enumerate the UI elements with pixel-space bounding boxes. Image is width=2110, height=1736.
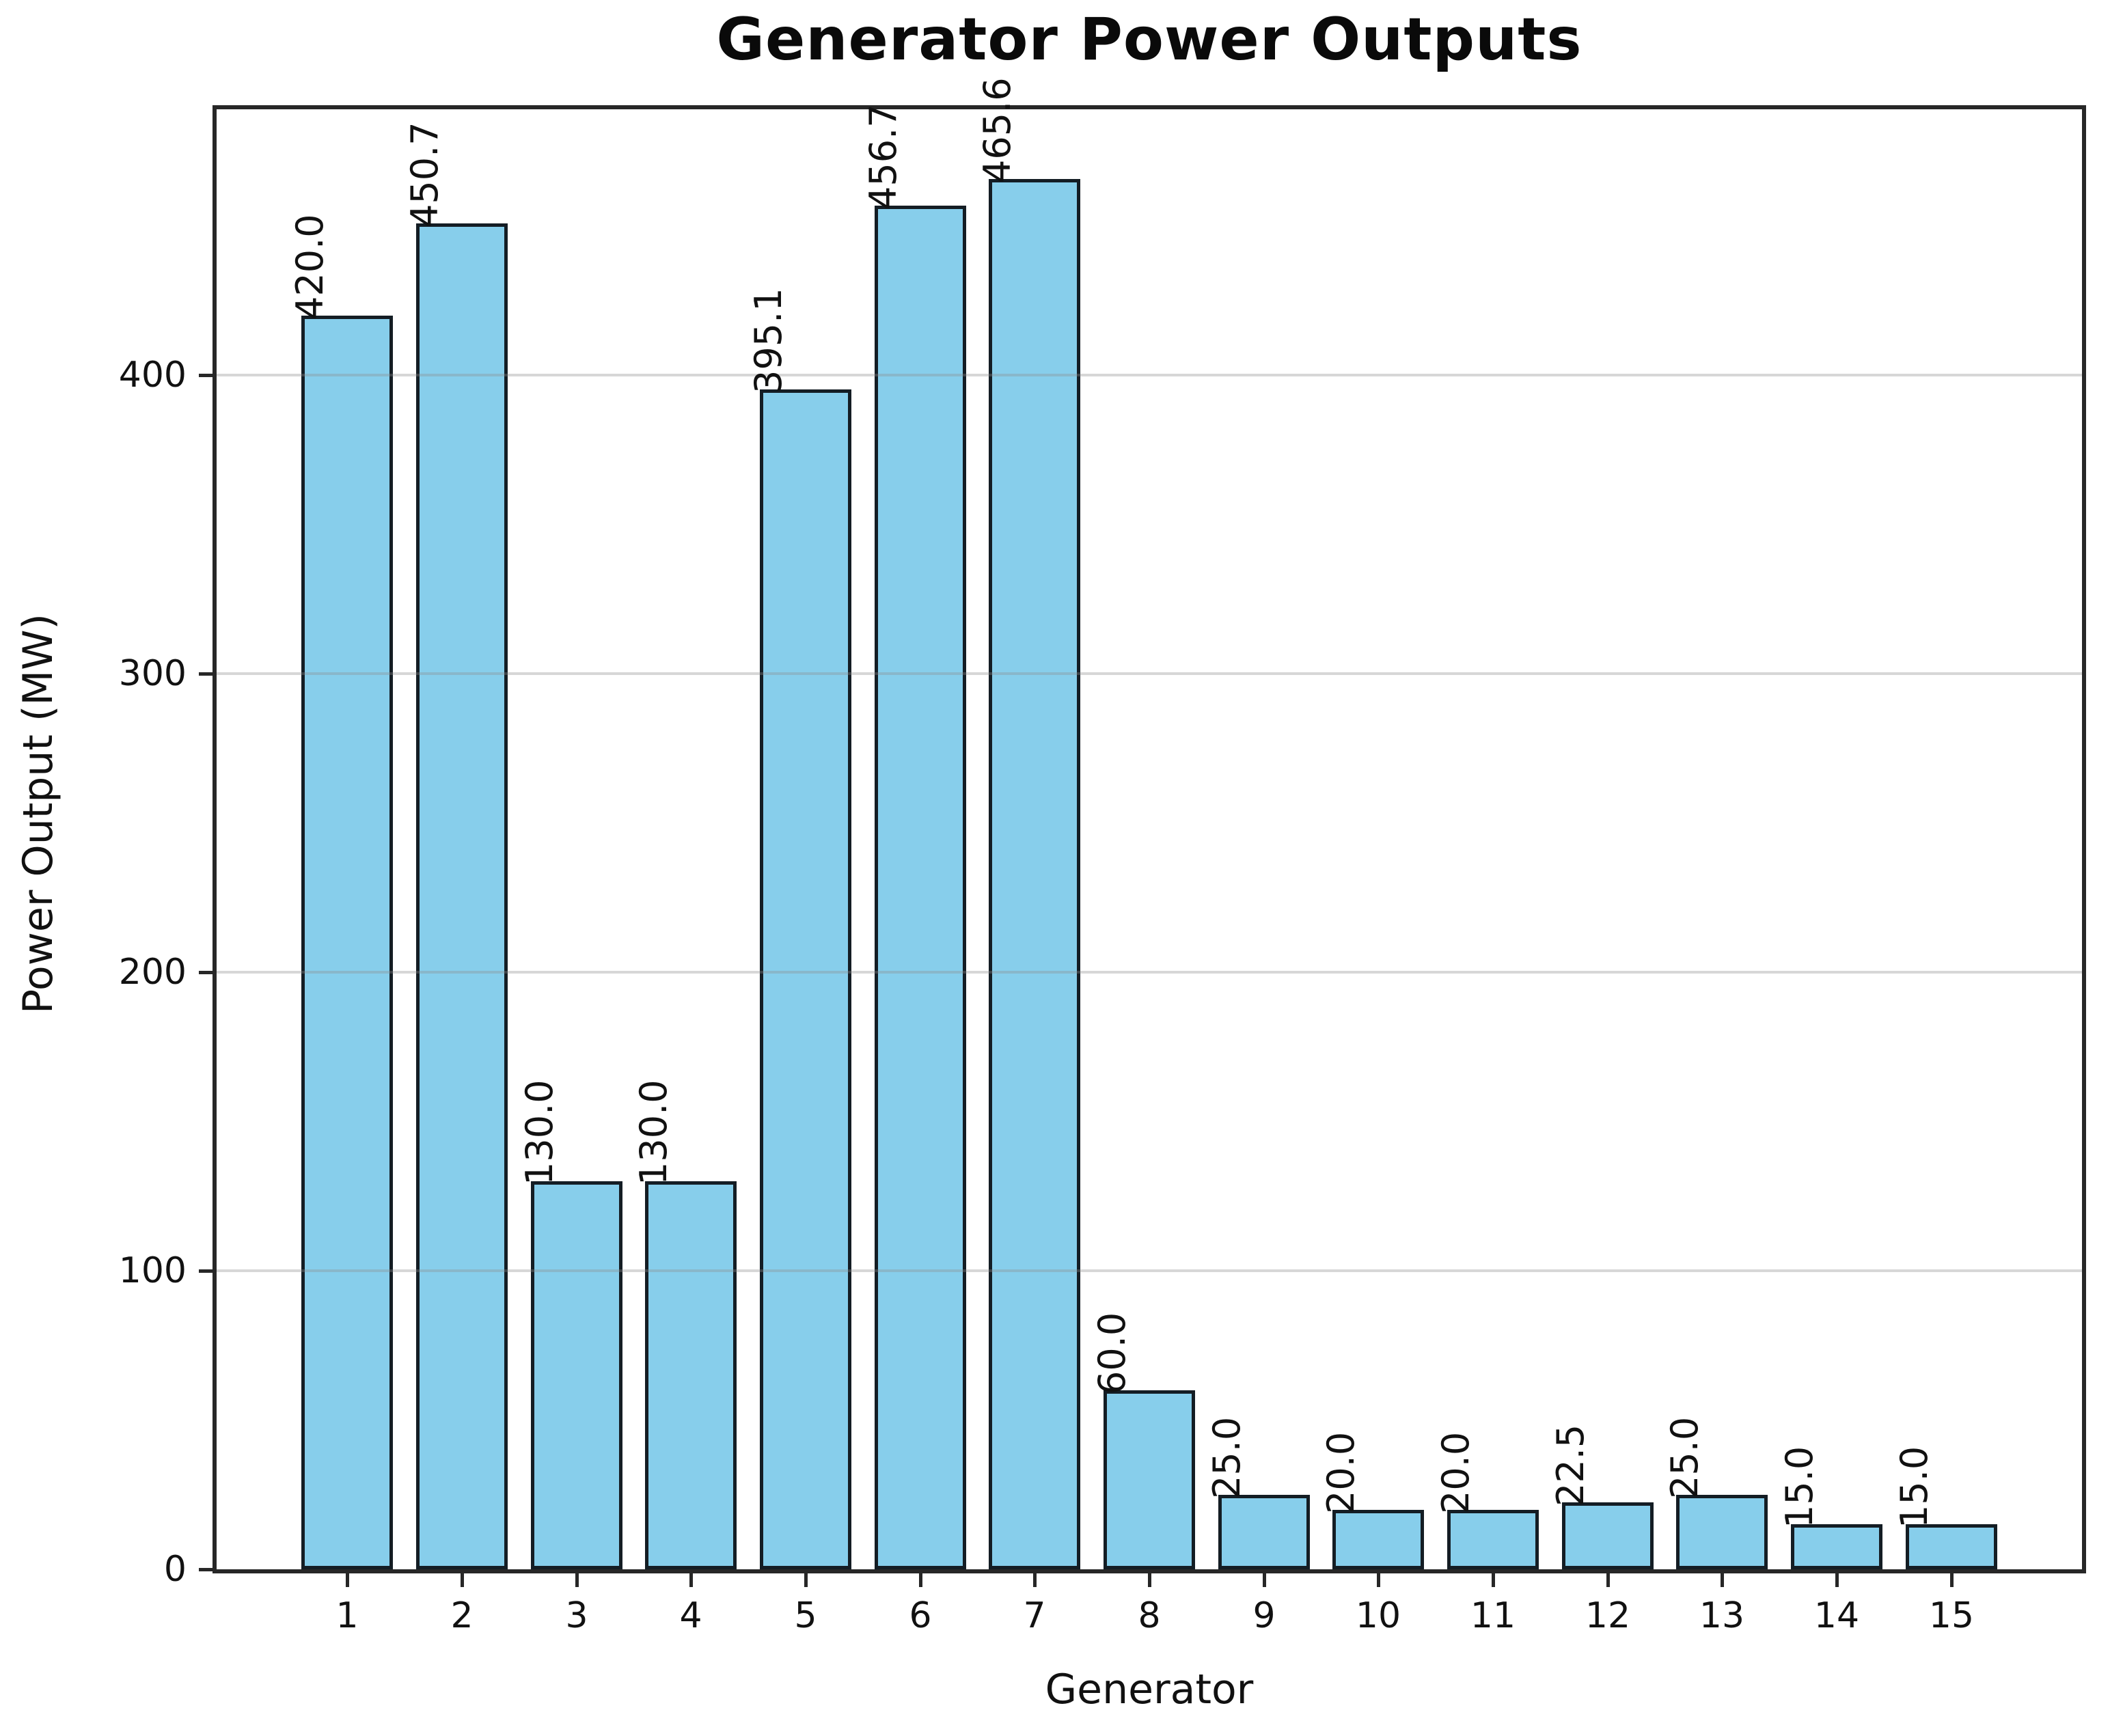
bar-value-label: 450.7: [403, 122, 446, 228]
x-tick-label: 11: [1470, 1595, 1516, 1636]
bar: [1104, 1390, 1195, 1569]
y-tick: [199, 374, 217, 377]
plot-area: 420.0 450.7 130.0 130.0 395.1 456.7 465.6 60.0 2…: [213, 77, 2086, 1573]
x-tick: [804, 1569, 808, 1587]
bar-value-label: 130.0: [632, 1079, 675, 1185]
x-tick-label: 9: [1252, 1595, 1276, 1636]
x-tick-label: 1: [335, 1595, 359, 1636]
x-tick-label: 7: [1023, 1595, 1046, 1636]
x-tick: [1606, 1569, 1610, 1587]
gridline: [217, 374, 2082, 376]
x-tick: [1950, 1569, 1954, 1587]
bar: [1332, 1510, 1424, 1569]
x-tick: [1148, 1569, 1151, 1587]
bar: [1562, 1502, 1654, 1569]
x-tick-label: 5: [794, 1595, 817, 1636]
bar: [531, 1181, 622, 1569]
bar: [989, 179, 1080, 1569]
x-tick: [1263, 1569, 1266, 1587]
gridline: [217, 1269, 2082, 1272]
bar-value-label: 420.0: [288, 214, 331, 320]
x-tick-label: 10: [1355, 1595, 1401, 1636]
x-tick-label: 2: [450, 1595, 474, 1636]
bar-value-label: 15.0: [1893, 1446, 1936, 1528]
bar: [645, 1181, 737, 1569]
bar-value-label: 395.1: [747, 288, 790, 394]
x-tick-label: 6: [909, 1595, 932, 1636]
bar-value-label: 22.5: [1549, 1424, 1592, 1506]
y-tick-label: 200: [118, 952, 187, 993]
x-tick: [1835, 1569, 1839, 1587]
bar: [1447, 1510, 1539, 1569]
y-tick-label: 300: [118, 653, 187, 694]
bar: [875, 206, 966, 1569]
bar: [1218, 1495, 1310, 1569]
x-axis-label: Generator: [1045, 1666, 1254, 1713]
bar-value-label: 25.0: [1205, 1416, 1248, 1499]
x-tick-label: 14: [1813, 1595, 1860, 1636]
x-tick-label: 15: [1928, 1595, 1975, 1636]
y-tick: [199, 971, 217, 974]
bar: [301, 316, 393, 1569]
y-tick: [199, 1269, 217, 1273]
x-tick: [1721, 1569, 1724, 1587]
y-tick-label: 400: [118, 355, 187, 396]
y-tick: [199, 1568, 217, 1571]
bar: [1791, 1524, 1882, 1569]
x-tick-label: 4: [679, 1595, 702, 1636]
x-tick: [689, 1569, 693, 1587]
bar-value-label: 465.6: [976, 77, 1019, 183]
bar-value-label: 20.0: [1434, 1431, 1477, 1514]
bar-value-label: 130.0: [518, 1079, 561, 1185]
x-tick-label: 13: [1699, 1595, 1745, 1636]
x-tick: [575, 1569, 579, 1587]
bar: [1676, 1495, 1768, 1569]
bar-value-label: 60.0: [1091, 1312, 1134, 1394]
bar-value-label: 25.0: [1663, 1416, 1706, 1499]
x-tick: [461, 1569, 464, 1587]
gridline: [217, 971, 2082, 974]
gridline: [217, 672, 2082, 675]
bar: [416, 223, 508, 1569]
x-tick-label: 8: [1138, 1595, 1161, 1636]
bar-value-label: 15.0: [1778, 1446, 1821, 1528]
y-tick-label: 0: [163, 1549, 187, 1590]
bar: [1906, 1524, 1997, 1569]
y-axis-label: Power Output (MW): [14, 614, 62, 1014]
x-tick: [1033, 1569, 1037, 1587]
bar-value-label: 456.7: [862, 104, 905, 210]
x-tick-label: 3: [565, 1595, 588, 1636]
bar-value-label: 20.0: [1319, 1431, 1362, 1514]
x-tick: [1377, 1569, 1380, 1587]
x-tick: [1492, 1569, 1495, 1587]
chart-title: Generator Power Outputs: [716, 5, 1582, 74]
y-tick-label: 100: [118, 1250, 187, 1291]
x-tick-label: 12: [1585, 1595, 1631, 1636]
bar: [760, 389, 851, 1569]
y-tick: [199, 672, 217, 676]
x-tick: [346, 1569, 349, 1587]
x-tick: [919, 1569, 922, 1587]
